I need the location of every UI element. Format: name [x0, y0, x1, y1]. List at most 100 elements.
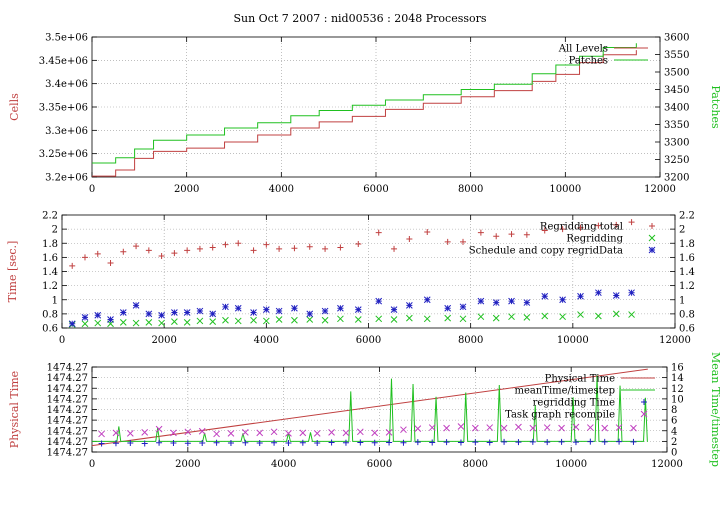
y-axis-label: Physical Time [8, 371, 21, 448]
data-point [400, 426, 407, 434]
x-tick-label: 4000 [269, 184, 294, 195]
data-point [577, 311, 584, 318]
x-tick-label: 0 [89, 459, 95, 470]
data-point [209, 318, 217, 325]
data-point [256, 429, 264, 437]
y2-tick-label: 0.8 [679, 309, 695, 320]
panel-regrid-times: 0 2000 4000 6000 8000 10000 120000.60.811.21.4… [6, 211, 695, 347]
data-point [515, 423, 522, 431]
y-tick-label: 1.6 [42, 253, 58, 264]
data-point [321, 307, 329, 315]
data-point [171, 309, 178, 316]
data-point [141, 440, 148, 447]
y2-tick-label: 2 [679, 225, 685, 236]
y-tick-label: 1474.27 [47, 394, 88, 405]
panel-cells-patches: 0 2000 4000 6000 8000 10000 12000 3.2e+06 3.25e+… [8, 33, 720, 196]
y-axis-label: Time [sec.] [6, 241, 19, 303]
data-point [234, 304, 242, 312]
y-tick-label: 2.2 [42, 211, 58, 222]
data-point [523, 231, 530, 238]
data-point [275, 316, 283, 323]
data-point [81, 254, 88, 261]
data-point [141, 428, 149, 436]
data-point [613, 221, 620, 228]
data-point [306, 243, 313, 250]
data-point [262, 317, 270, 325]
data-point [256, 439, 263, 446]
data-point [414, 439, 421, 446]
data-point [371, 429, 379, 437]
data-point [572, 423, 580, 431]
plot-frame [91, 36, 661, 178]
data-point [457, 423, 465, 430]
data-point [306, 316, 314, 323]
x-tick-label: 2000 [151, 335, 176, 346]
data-point [371, 439, 378, 446]
data-point [127, 439, 134, 446]
data-point [595, 312, 602, 320]
y-tick-label: 1474.27 [47, 405, 88, 416]
data-point [183, 318, 191, 326]
data-point [198, 427, 206, 435]
data-point [276, 245, 283, 252]
data-point [444, 314, 452, 322]
data-point [586, 424, 594, 431]
series-line-1 [92, 43, 637, 164]
data-point [69, 262, 76, 269]
x-tick-label: 8000 [458, 184, 483, 195]
data-point [523, 314, 531, 321]
x-tick-label: 6000 [363, 184, 388, 195]
data-point [577, 224, 584, 231]
y2-tick-label: 4 [671, 426, 677, 437]
data-point [145, 310, 153, 318]
data-point [184, 440, 191, 447]
data-point [285, 430, 292, 437]
y-tick-label: 1.8 [42, 239, 58, 250]
x-tick-label: 4000 [254, 335, 279, 346]
data-point [196, 245, 203, 252]
data-point [493, 233, 500, 240]
legend-label: All Levels [558, 44, 608, 55]
data-point [616, 438, 623, 445]
data-point [119, 309, 127, 316]
y2-tick-label: 14 [671, 373, 684, 384]
data-point [234, 317, 242, 325]
data-point [209, 310, 217, 318]
data-point [270, 428, 278, 436]
panel-physical-time: 0 2000 4000 6000 8000 10000 120001474.271474.2… [8, 352, 720, 470]
legend-swatch [640, 410, 648, 418]
data-point [250, 309, 257, 316]
data-point [132, 302, 140, 309]
legend-label: regridding Time [533, 398, 615, 409]
y2-tick-label: 1.6 [679, 253, 695, 264]
y2-axis-label: Mean Time/timestep [709, 352, 720, 467]
y2-tick-label: 3250 [664, 155, 689, 166]
data-point [155, 425, 163, 433]
x-tick-label: 8000 [463, 459, 488, 470]
data-point [492, 314, 500, 322]
y2-tick-label: 3500 [664, 68, 689, 79]
y2-axis-label: Patches [709, 85, 720, 129]
y-tick-label: 0.8 [42, 309, 58, 320]
data-point [515, 439, 522, 446]
data-point [477, 229, 484, 236]
y2-tick-label: 3350 [664, 120, 689, 131]
data-point [523, 299, 531, 306]
data-point [486, 439, 493, 446]
y2-tick-label: 6 [671, 416, 677, 427]
data-point [132, 319, 140, 327]
data-point [112, 429, 120, 437]
data-point [543, 424, 551, 431]
data-point [477, 297, 485, 305]
data-point [227, 439, 234, 446]
legend-swatch [649, 223, 655, 229]
data-point [126, 430, 134, 437]
legend-label: Regridding total [540, 222, 623, 233]
x-tick-label: 6000 [367, 459, 392, 470]
data-point [314, 439, 321, 446]
x-tick-label: 12000 [644, 184, 676, 195]
y-tick-label: 1474.27 [47, 363, 88, 374]
data-point [541, 292, 549, 300]
data-point [183, 309, 191, 316]
